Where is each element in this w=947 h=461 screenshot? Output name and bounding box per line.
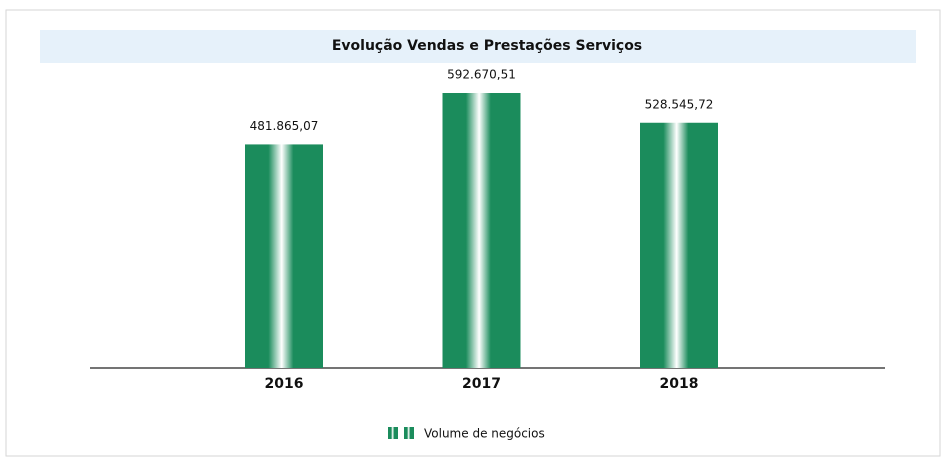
x-tick-label: 2018 — [660, 376, 699, 392]
legend-label: Volume de negócios — [424, 427, 545, 441]
title-band — [40, 30, 916, 63]
bar — [640, 122, 718, 368]
bar — [245, 144, 323, 368]
value-label: 481.865,07 — [250, 119, 319, 133]
legend-swatch — [388, 427, 398, 439]
value-label: 592.670,51 — [447, 68, 516, 82]
legend-swatch — [404, 427, 414, 439]
x-tick-label: 2016 — [265, 376, 304, 392]
chart-title: Evolução Vendas e Prestações Serviços — [332, 38, 642, 54]
value-label: 528.545,72 — [645, 97, 714, 111]
x-tick-label: 2017 — [462, 376, 501, 392]
bar — [442, 93, 521, 368]
